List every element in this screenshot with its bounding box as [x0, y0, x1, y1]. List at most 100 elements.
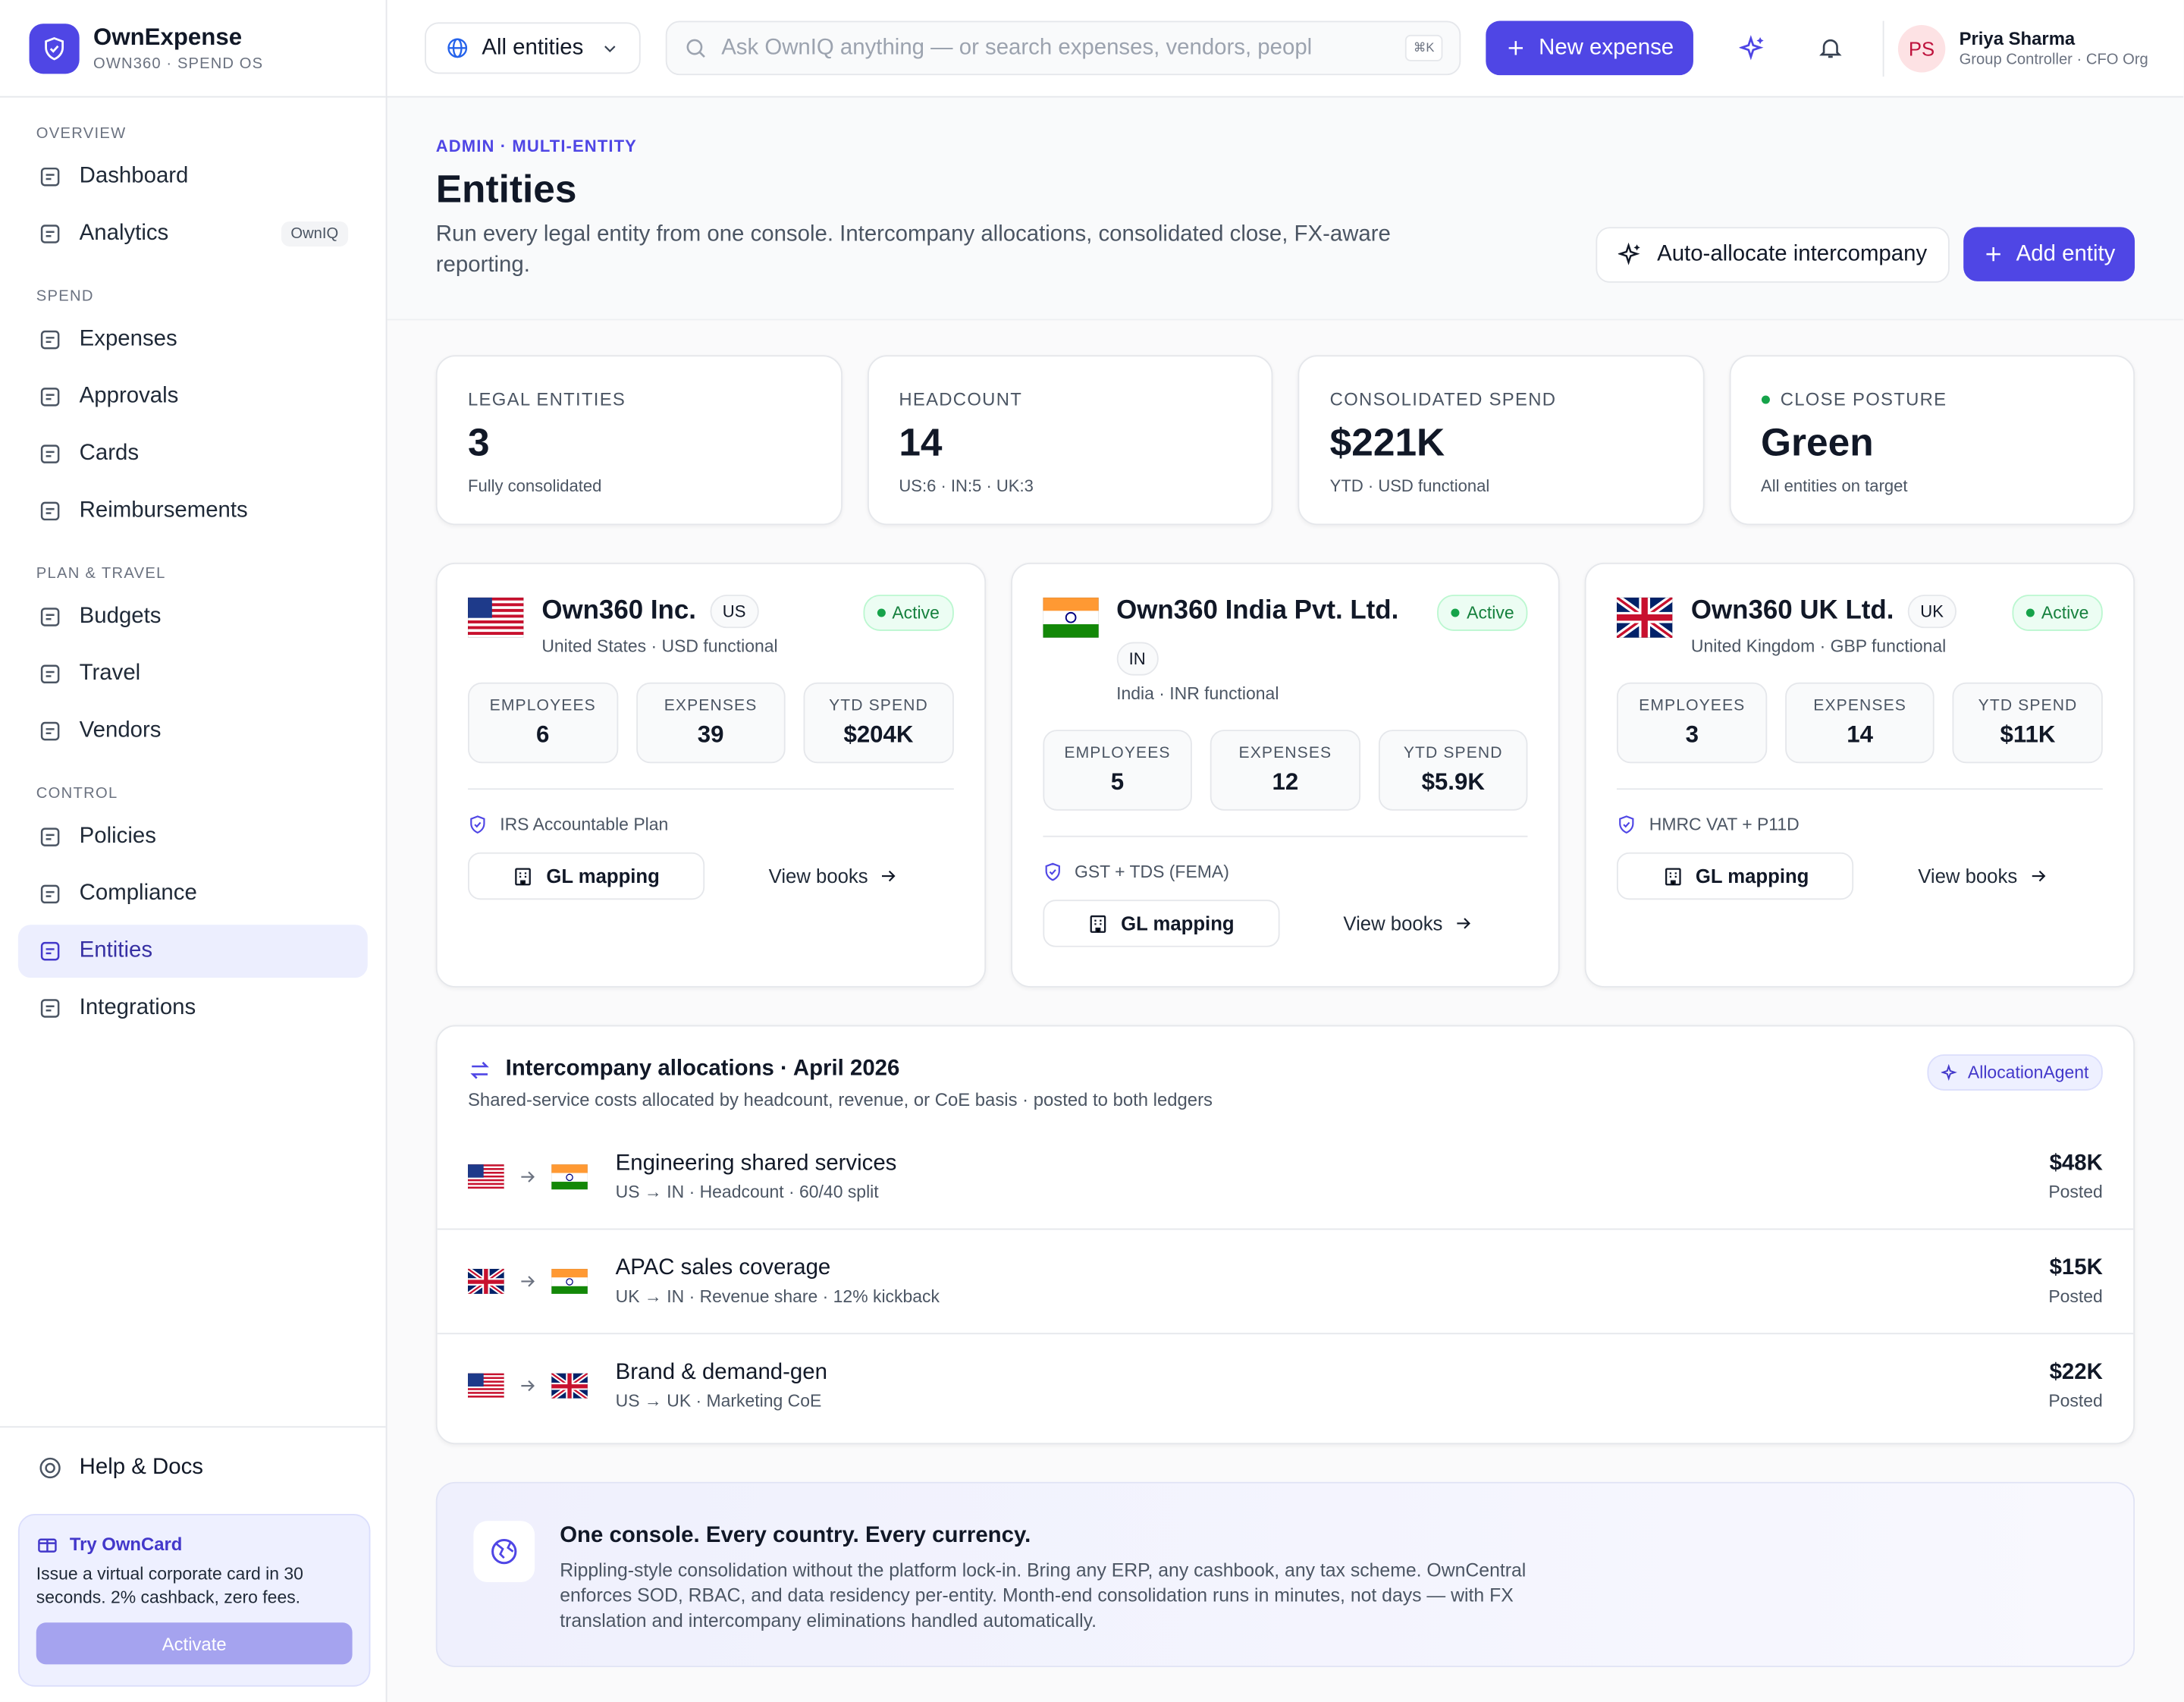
avatar: PS — [1897, 24, 1946, 72]
flag — [467, 1163, 504, 1190]
shield-icon — [1619, 815, 1635, 834]
view-books-link[interactable]: View books — [1918, 865, 2048, 887]
nav-item[interactable]: Approvals — [18, 370, 368, 423]
view-books-link[interactable]: View books — [1343, 912, 1473, 934]
metric: YTD SPEND $11K — [1953, 682, 2103, 764]
auto-allocate-button[interactable]: Auto-allocate intercompany — [1596, 227, 1950, 283]
gl-mapping-label: GL mapping — [546, 865, 660, 887]
nav-item[interactable]: Policies — [18, 811, 368, 864]
new-expense-button[interactable]: New expense — [1486, 20, 1693, 76]
metric-value: 6 — [536, 721, 550, 749]
allocation-flags — [467, 1163, 616, 1190]
policy-text: IRS Accountable Plan — [500, 815, 669, 834]
promo-button[interactable]: Activate — [36, 1622, 353, 1665]
gl-mapping-button[interactable]: GL mapping — [1042, 900, 1279, 947]
nav-item[interactable]: Entities — [17, 925, 368, 978]
brand-name: OwnExpense — [93, 24, 243, 51]
nav-item[interactable]: Analytics OwnIQ — [18, 208, 368, 261]
entity-name: Own360 UK Ltd. UK — [1690, 595, 1994, 629]
metric-value: $11K — [2000, 721, 2056, 749]
nav-section-title: PLAN & TRAVEL — [36, 565, 166, 583]
allocations-card: Intercompany allocations · April 2026 Sh… — [435, 1025, 2135, 1445]
allocations-subtitle: Shared-service costs allocated by headco… — [467, 1088, 1213, 1110]
stat-note: All entities on target — [1761, 476, 1908, 496]
add-entity-label: Add entity — [2016, 241, 2116, 265]
nav-item[interactable]: Budgets — [18, 591, 368, 644]
stat-note: Fully consolidated — [467, 476, 602, 496]
gift-icon — [38, 1538, 57, 1553]
nav-item[interactable]: Integrations — [18, 982, 368, 1035]
metric-label: EXPENSES — [1238, 745, 1332, 762]
entity-policy: GST + TDS (FEMA) — [1043, 862, 1528, 881]
stat-card: LEGAL ENTITIES 3 Fully consolidated — [435, 355, 843, 526]
allocation-info: Engineering shared services US → IN · Hea… — [616, 1152, 897, 1202]
allocation-name: Engineering shared services — [615, 1151, 897, 1176]
nav-icon — [40, 999, 60, 1018]
flag — [551, 1163, 588, 1190]
stat-label-text: LEGAL ENTITIES — [467, 388, 626, 410]
nav-item[interactable]: Vendors — [18, 705, 368, 758]
entity-name-text: Own360 UK Ltd. — [1690, 595, 1894, 626]
status-label: Active — [1467, 603, 1514, 623]
help-link[interactable]: Help & Docs — [38, 1455, 386, 1481]
entity-header: Own360 India Pvt. Ltd. IN India · INR func… — [1042, 595, 1529, 703]
stat-note: US:6 · IN:5 · UK:3 — [899, 476, 1034, 496]
entity-status: Active — [862, 595, 954, 631]
gl-mapping-button[interactable]: GL mapping — [1617, 852, 1854, 900]
logo-icon — [45, 36, 64, 60]
bell-icon — [1819, 39, 1843, 58]
entity-info: Own360 UK Ltd. UK United Kingdom · GBP fun… — [1691, 595, 1994, 656]
metric-label: EXPENSES — [664, 697, 758, 715]
nav-item[interactable]: Expenses — [18, 313, 368, 366]
nav-item[interactable]: Compliance — [18, 868, 368, 921]
allocation-detail: US → IN · Headcount · 60/40 split — [615, 1182, 879, 1202]
entity-metrics: EMPLOYEES 3 EXPENSES 14 YTD SPEND $11K — [1617, 682, 2103, 790]
gl-mapping-button[interactable]: GL mapping — [467, 852, 705, 900]
sparkle-icon — [1739, 34, 1764, 60]
nav-label: Dashboard — [79, 164, 189, 188]
metric-label: YTD SPEND — [829, 697, 928, 715]
add-entity-button[interactable]: Add entity — [1963, 227, 2135, 281]
metric-label: EMPLOYEES — [489, 697, 596, 715]
main: All entities Ask OwnIQ anything — or sea… — [387, 0, 2184, 1702]
flag — [551, 1372, 588, 1399]
user-info: Priya Sharma Group Controller · CFO Org — [1960, 28, 2148, 68]
allocation-rows: Engineering shared services US → IN · Hea… — [437, 1126, 2134, 1437]
notifications-button[interactable] — [1805, 21, 1858, 74]
banner-title: One console. Every country. Every curren… — [560, 1523, 1031, 1548]
policy-text: HMRC VAT + P11D — [1649, 815, 1800, 834]
nav-item[interactable]: Cards — [18, 428, 368, 481]
entity-header: Own360 Inc. US United States · USD functio… — [467, 595, 954, 656]
stats: LEGAL ENTITIES 3 Fully consolidated HEADCOU… — [435, 355, 2135, 526]
ai-button[interactable] — [1727, 21, 1780, 74]
allocation-info: APAC sales coverage UK → IN · Revenue sha… — [616, 1256, 940, 1306]
nav-badge: OwnIQ — [281, 221, 349, 247]
metric: YTD SPEND $204K — [803, 682, 954, 764]
plus-icon — [1508, 41, 1523, 55]
building-icon — [515, 867, 532, 885]
sidebar: OwnExpense OWN360 · SPEND OS OVERVIEW Das… — [0, 0, 388, 1702]
metric: EMPLOYEES 6 — [467, 682, 618, 764]
view-books-link[interactable]: View books — [769, 865, 899, 887]
swap-icon — [470, 1060, 489, 1079]
banner-text: Rippling-style consolidation without the… — [560, 1559, 1527, 1631]
entity-policy: IRS Accountable Plan — [468, 815, 953, 834]
allocation-name: Brand & demand-gen — [615, 1361, 827, 1385]
nav-icon — [40, 721, 60, 741]
nav-item[interactable]: Dashboard — [18, 150, 368, 203]
flag-wrap — [1042, 595, 1099, 703]
user-menu[interactable]: PS Priya Sharma Group Controller · CFO O… — [1882, 20, 2148, 77]
agent-badge: AllocationAgent — [1927, 1054, 2103, 1091]
allocation-status: Posted — [2048, 1391, 2103, 1412]
brand-tagline: OWN360 · SPEND OS — [93, 55, 264, 73]
allocations-header: Intercompany allocations · April 2026 Sh… — [438, 1026, 2134, 1110]
search[interactable]: Ask OwnIQ anything — or search expenses,… — [665, 20, 1461, 76]
nav-item[interactable]: Travel — [18, 648, 368, 701]
entity-selector[interactable]: All entities — [425, 22, 641, 74]
nav-item[interactable]: Reimbursements — [18, 485, 368, 538]
entity-metrics: EMPLOYEES 6 EXPENSES 39 YTD SPEND $204K — [467, 682, 954, 790]
entity-code: US — [710, 595, 758, 629]
building-icon — [1665, 867, 1680, 885]
entity-code: IN — [1116, 642, 1159, 676]
